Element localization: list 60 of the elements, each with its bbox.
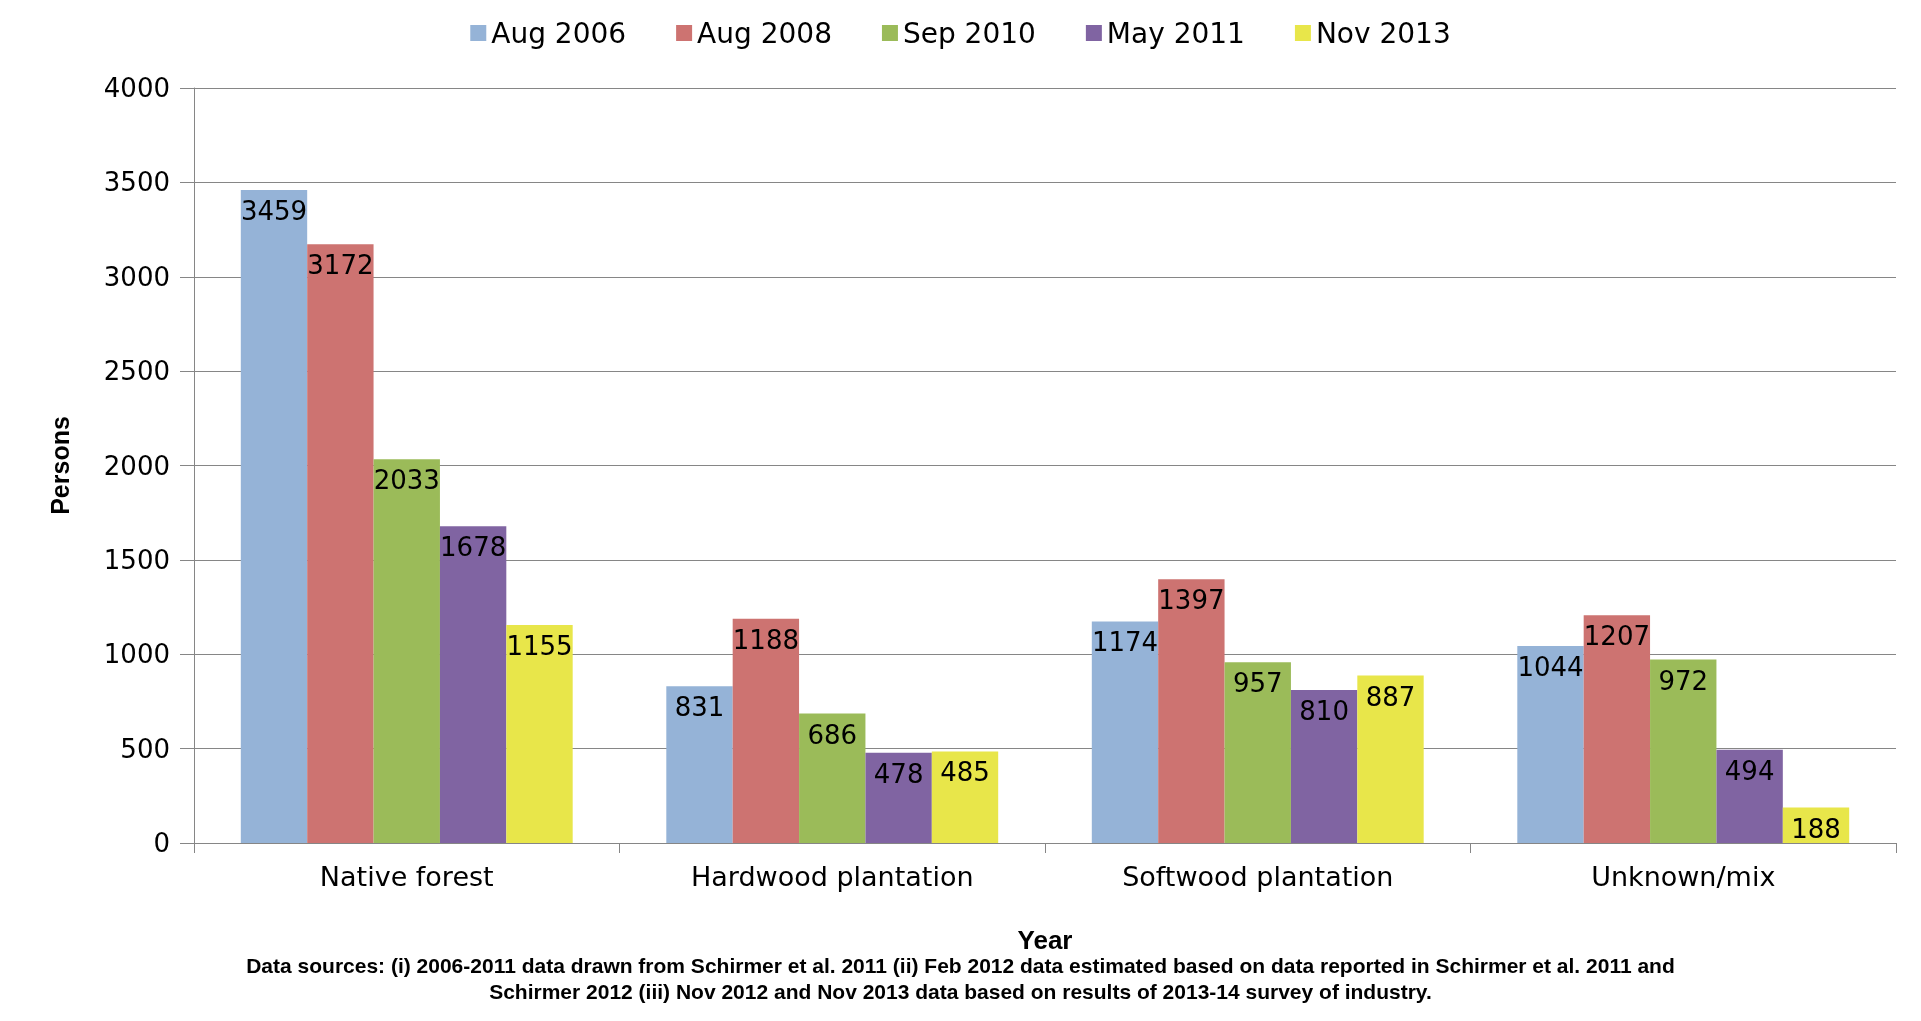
bar: [931, 751, 999, 843]
data-label: 1044: [1517, 651, 1584, 682]
data-label: 494: [1724, 755, 1775, 786]
data-label: 686: [807, 719, 858, 750]
data-label: 1188: [732, 624, 799, 655]
data-label: 810: [1299, 696, 1349, 727]
bar: [799, 713, 866, 843]
y-tick-label: 2500: [103, 356, 170, 387]
bar: [1650, 659, 1717, 843]
y-axis-title: Persons: [45, 416, 74, 515]
data-label: 188: [1791, 813, 1841, 844]
bar: [1517, 645, 1584, 843]
x-tick-label: Softwood plantation: [1122, 861, 1394, 892]
bar: [865, 752, 932, 843]
bar: [1091, 621, 1159, 843]
data-label: 887: [1365, 681, 1416, 712]
y-tick-label: 500: [120, 733, 170, 764]
bar: [506, 624, 573, 843]
bar: [732, 618, 800, 843]
data-label: 1397: [1158, 585, 1225, 616]
data-label: 3459: [240, 196, 308, 227]
data-label: 1207: [1583, 621, 1650, 652]
bar: [666, 686, 733, 843]
legend-label: Sep 2010: [902, 16, 1036, 50]
data-label: 2033: [373, 465, 440, 496]
data-label: 972: [1658, 665, 1709, 696]
y-tick-label: 4000: [103, 73, 170, 103]
y-tick-label: 1000: [103, 639, 170, 670]
y-tick-label: 2000: [103, 450, 170, 481]
data-label: 831: [674, 692, 725, 723]
legend-label: May 2011: [1106, 16, 1245, 50]
data-label: 485: [940, 757, 990, 788]
bar: [1290, 690, 1358, 843]
bar: [373, 459, 440, 843]
y-tick-label: 0: [153, 828, 170, 858]
bar: [1224, 662, 1291, 843]
data-label: 1174: [1091, 627, 1159, 658]
legend-label: Aug 2008: [697, 16, 832, 50]
data-label: 957: [1232, 668, 1283, 699]
data-label: 1678: [440, 532, 507, 563]
x-tick-label: Hardwood plantation: [690, 861, 974, 892]
bar: [1716, 749, 1783, 843]
bar: [240, 190, 308, 843]
legend-label: Nov 2013: [1315, 16, 1451, 50]
data-label: 1155: [506, 630, 573, 661]
y-tick-label: 3000: [103, 261, 170, 292]
x-tick-label: Native forest: [319, 861, 494, 892]
text: Data sources: (i) 2006-2011 data drawn from Schirmer et al. 2011 (ii) Feb 2012 data estimated based on data reported in Schirmer et al. 2011 and Schirmer 2012 (iii) Nov 2012 and Nov 2013 data based on results of 2013-14 survey of industry.: [245, 953, 1676, 1006]
bar: [1357, 675, 1424, 843]
y-tick-label: 3500: [103, 167, 170, 198]
data-label: 3172: [307, 250, 374, 281]
y-tick-label: 1500: [103, 544, 170, 575]
x-tick-label: Unknown/mix: [1591, 861, 1776, 892]
legend-label: Aug 2006: [491, 16, 627, 50]
bar: [1158, 579, 1225, 843]
data-label: 478: [873, 758, 924, 789]
bar: [307, 244, 374, 843]
bar: [439, 526, 507, 843]
x-axis-title: Year: [1017, 925, 1073, 955]
bar: [1583, 615, 1651, 843]
